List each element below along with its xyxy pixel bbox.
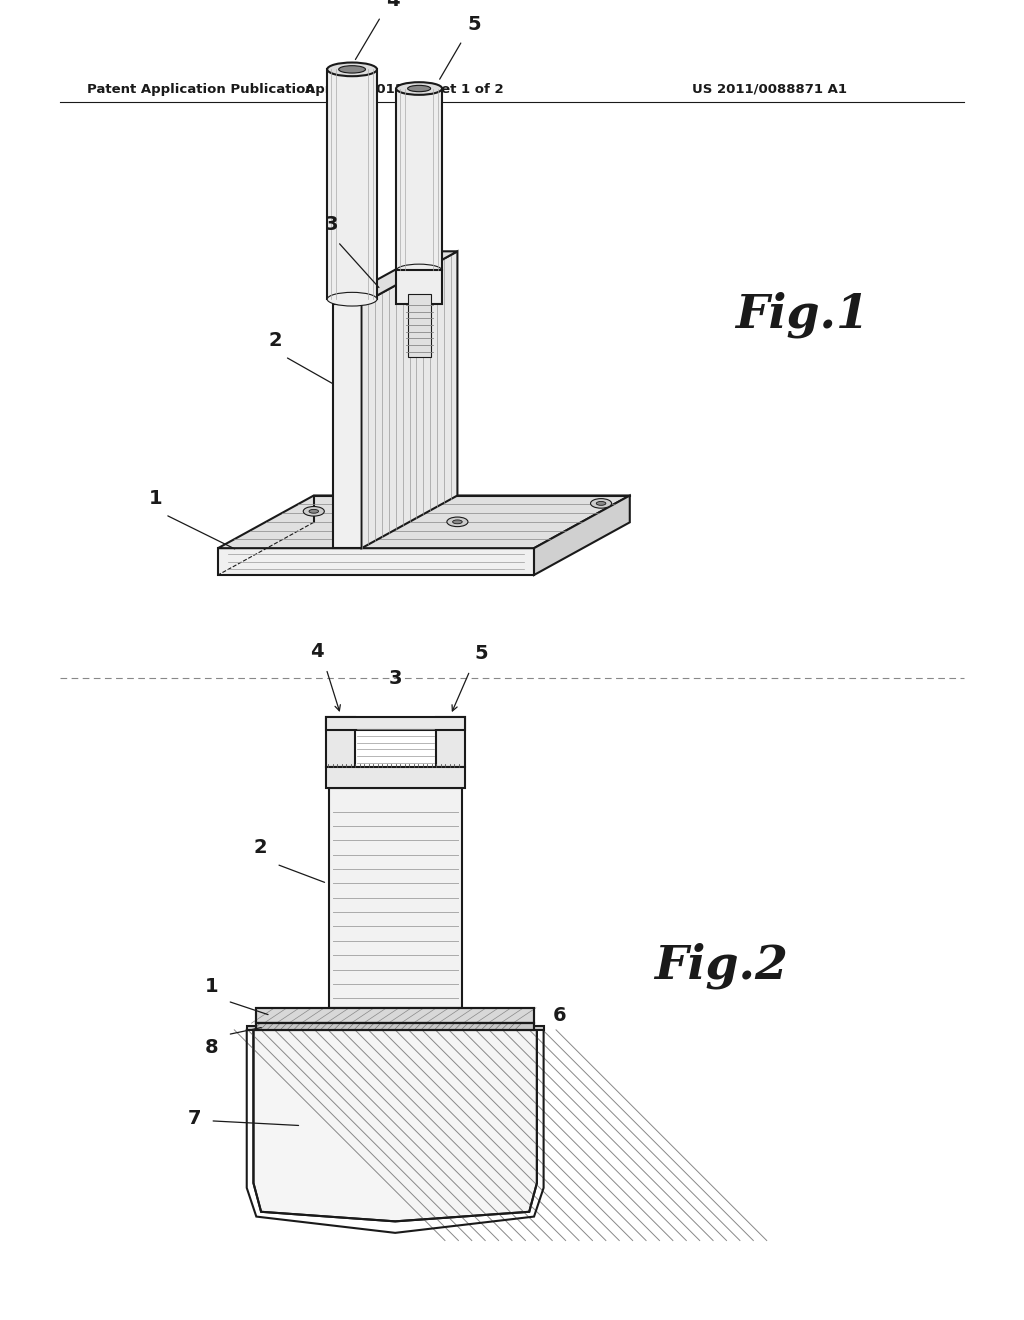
Text: 6: 6 bbox=[553, 1006, 567, 1026]
Text: 3: 3 bbox=[388, 669, 402, 688]
Ellipse shape bbox=[446, 517, 468, 527]
Text: Fig.2: Fig.2 bbox=[653, 942, 787, 989]
Bar bbox=[327, 717, 355, 767]
Ellipse shape bbox=[396, 82, 442, 95]
Bar bbox=[256, 1008, 535, 1023]
Bar bbox=[256, 1023, 535, 1030]
Text: 3: 3 bbox=[325, 215, 338, 234]
Bar bbox=[256, 1008, 535, 1023]
Bar bbox=[327, 767, 465, 788]
Ellipse shape bbox=[309, 510, 318, 513]
Ellipse shape bbox=[396, 264, 442, 277]
Polygon shape bbox=[218, 548, 535, 576]
Bar bbox=[408, 294, 431, 356]
Bar bbox=[436, 717, 465, 767]
Text: 5: 5 bbox=[467, 15, 480, 34]
Ellipse shape bbox=[339, 66, 366, 73]
Polygon shape bbox=[535, 495, 630, 576]
Polygon shape bbox=[254, 1030, 537, 1221]
Polygon shape bbox=[218, 495, 630, 548]
Bar bbox=[327, 717, 465, 730]
Text: 4: 4 bbox=[386, 0, 399, 11]
Bar bbox=[396, 88, 442, 271]
Ellipse shape bbox=[591, 499, 611, 508]
Ellipse shape bbox=[303, 507, 325, 516]
Text: Fig.1: Fig.1 bbox=[735, 292, 869, 338]
Bar bbox=[328, 70, 377, 300]
Ellipse shape bbox=[596, 502, 606, 506]
Ellipse shape bbox=[453, 520, 462, 524]
Bar bbox=[247, 1026, 544, 1030]
Text: 2: 2 bbox=[268, 331, 283, 350]
Text: 2: 2 bbox=[253, 838, 267, 858]
Text: 1: 1 bbox=[148, 488, 163, 508]
Bar bbox=[329, 788, 462, 1008]
Text: Patent Application Publication: Patent Application Publication bbox=[87, 83, 314, 96]
Bar bbox=[256, 1023, 535, 1030]
Text: 5: 5 bbox=[475, 644, 488, 663]
Polygon shape bbox=[361, 251, 458, 548]
Text: 7: 7 bbox=[187, 1109, 201, 1129]
Ellipse shape bbox=[328, 62, 377, 77]
Text: Apr. 21, 2011  Sheet 1 of 2: Apr. 21, 2011 Sheet 1 of 2 bbox=[305, 83, 504, 96]
Text: 1: 1 bbox=[205, 977, 218, 997]
Bar bbox=[396, 271, 442, 304]
Text: 8: 8 bbox=[205, 1038, 218, 1056]
Ellipse shape bbox=[408, 86, 431, 91]
Polygon shape bbox=[333, 251, 458, 304]
Text: US 2011/0088871 A1: US 2011/0088871 A1 bbox=[692, 83, 847, 96]
Polygon shape bbox=[333, 304, 361, 548]
Text: 4: 4 bbox=[309, 642, 324, 661]
Ellipse shape bbox=[328, 292, 377, 306]
